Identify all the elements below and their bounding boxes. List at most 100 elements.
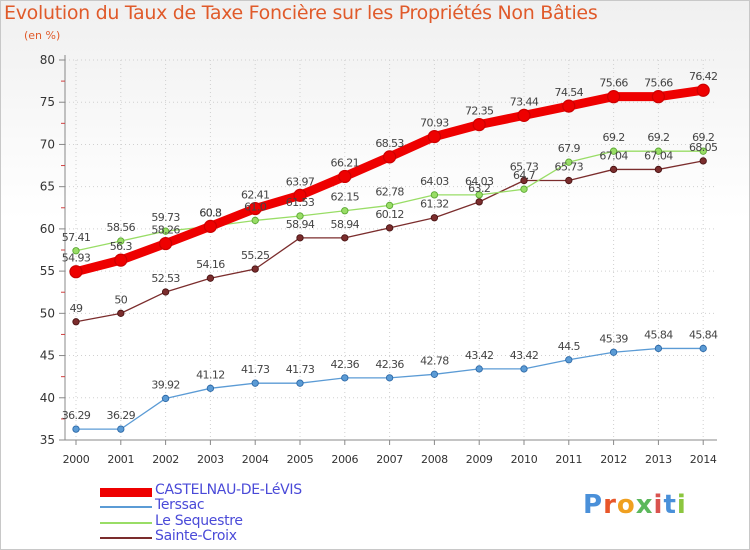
point-sainte-croix	[117, 309, 125, 317]
point-le-sequestre	[72, 247, 80, 255]
data-label-le-sequestre: 69.2	[647, 131, 669, 144]
data-label-terssac: 44.5	[558, 340, 581, 353]
logo-letter: i	[653, 490, 664, 520]
legend-swatch	[100, 487, 152, 497]
data-label-terssac: 41.73	[241, 363, 270, 376]
point-castelnau-de-l-vis	[651, 90, 666, 104]
data-label-sainte-croix: 67.04	[599, 149, 628, 162]
data-label-sainte-croix: 68.05	[689, 141, 718, 154]
legend-swatch	[100, 522, 152, 524]
chart-subtitle: (en %)	[24, 29, 61, 42]
axes: 35 40 45 50 55 60 65 70 75 80 2000 2001 2002 2003 2004…	[40, 53, 717, 466]
data-label-le-sequestre: 62.15	[331, 191, 360, 204]
data-label-castelnau-de-l-vis: 73.44	[510, 95, 539, 108]
point-le-sequestre	[475, 191, 483, 199]
chart-title: Evolution du Taux de Taxe Foncière sur l…	[4, 2, 598, 24]
data-label-sainte-croix: 67.04	[644, 149, 673, 162]
point-sainte-croix	[385, 224, 394, 232]
x-tick-label: 2000	[63, 453, 90, 466]
point-sainte-croix	[520, 176, 528, 185]
point-sainte-croix	[565, 176, 573, 185]
data-label-sainte-croix: 58.94	[286, 218, 315, 231]
series-lines	[69, 83, 710, 433]
point-castelnau-de-l-vis	[517, 108, 531, 122]
data-label-castelnau-de-l-vis: 76.42	[689, 70, 718, 83]
logo-letter: P	[583, 490, 604, 520]
data-label-terssac: 43.42	[510, 349, 539, 362]
point-le-sequestre	[117, 237, 125, 245]
data-label-castelnau-de-l-vis: 58.26	[151, 224, 180, 237]
data-label-sainte-croix: 60.12	[375, 208, 404, 221]
data-label-castelnau-de-l-vis: 66.21	[331, 156, 360, 169]
point-sainte-croix	[206, 274, 215, 282]
point-castelnau-de-l-vis	[696, 83, 710, 97]
data-label-sainte-croix: 65.73	[510, 161, 539, 174]
point-le-sequestre	[520, 185, 528, 193]
x-tick-label: 2014	[690, 453, 717, 466]
point-castelnau-de-l-vis	[562, 99, 576, 113]
point-terssac	[699, 344, 707, 353]
point-terssac	[72, 425, 80, 433]
data-label-le-sequestre: 61.53	[286, 196, 315, 209]
data-label-castelnau-de-l-vis: 54.93	[62, 252, 91, 265]
x-tick-label: 2005	[287, 453, 314, 466]
data-label-castelnau-de-l-vis: 75.66	[599, 77, 628, 90]
x-tick-label: 2009	[466, 453, 493, 466]
x-tick-label: 2012	[600, 453, 627, 466]
data-label-castelnau-de-l-vis: 68.53	[375, 137, 404, 150]
data-label-castelnau-de-l-vis: 56.3	[110, 240, 133, 253]
legend-swatch	[100, 506, 152, 508]
x-tick-label: 2003	[197, 453, 224, 466]
data-label-sainte-croix: 61.32	[420, 198, 449, 211]
point-le-sequestre	[385, 201, 394, 210]
point-terssac	[565, 356, 573, 364]
y-tick-label: 50	[40, 306, 55, 320]
data-label-terssac: 45.84	[644, 328, 673, 341]
data-label-castelnau-de-l-vis: 72.35	[465, 105, 494, 118]
data-label-le-sequestre: 64.7	[513, 169, 536, 182]
point-sainte-croix	[609, 165, 618, 174]
data-label-castelnau-de-l-vis: 74.54	[555, 86, 584, 99]
logo-letter: i	[676, 490, 687, 520]
point-le-sequestre	[565, 158, 573, 166]
point-terssac	[385, 374, 394, 382]
point-sainte-croix	[475, 198, 483, 206]
point-sainte-croix	[251, 265, 259, 273]
series-labels: 36.29 36.29 39.92 41.12 41.73 41.73 42.36 42.36…	[62, 70, 719, 422]
x-tick-label: 2010	[511, 453, 538, 466]
point-terssac	[475, 365, 483, 373]
point-le-sequestre	[654, 147, 663, 155]
logo-letter: o	[616, 490, 636, 520]
point-castelnau-de-l-vis	[114, 253, 128, 267]
data-label-sainte-croix: 52.53	[151, 272, 180, 285]
x-tick-label: 2008	[421, 453, 448, 466]
logo-letter: x	[635, 490, 654, 520]
point-le-sequestre	[609, 147, 618, 155]
proxiti-logo: Proxiti	[583, 490, 687, 520]
point-terssac	[251, 379, 259, 387]
point-terssac	[161, 394, 170, 403]
data-label-terssac: 41.73	[286, 363, 315, 376]
point-terssac	[430, 370, 439, 378]
point-sainte-croix	[654, 165, 663, 174]
y-tick-label: 40	[40, 391, 55, 405]
y-tick-label: 55	[40, 264, 55, 278]
data-label-terssac: 42.36	[375, 358, 404, 371]
data-label-le-sequestre: 67.9	[558, 142, 581, 155]
data-label-castelnau-de-l-vis: 63.97	[286, 175, 315, 188]
data-label-le-sequestre: 64.03	[420, 175, 449, 188]
data-label-terssac: 43.42	[465, 349, 494, 362]
data-label-le-sequestre: 60.8	[199, 206, 222, 219]
point-castelnau-de-l-vis	[383, 150, 397, 164]
point-castelnau-de-l-vis	[69, 265, 83, 279]
point-castelnau-de-l-vis	[293, 188, 307, 202]
point-sainte-croix	[161, 288, 170, 296]
data-label-terssac: 39.92	[151, 378, 180, 391]
y-tick-label: 65	[40, 180, 55, 194]
data-label-sainte-croix: 54.16	[196, 258, 225, 271]
x-tick-label: 2013	[645, 453, 672, 466]
data-label-le-sequestre: 64.03	[465, 175, 494, 188]
data-label-castelnau-de-l-vis: 70.93	[420, 117, 449, 130]
